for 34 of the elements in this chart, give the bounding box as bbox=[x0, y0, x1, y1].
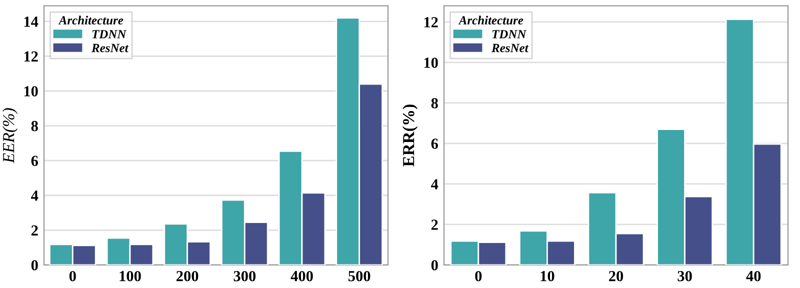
y-tick-label: 10 bbox=[24, 86, 38, 96]
x-tick-label: 0 bbox=[475, 270, 482, 282]
legend-label: TDNN bbox=[92, 30, 127, 38]
x-tick-label: 500 bbox=[348, 270, 370, 282]
y-tick-label: 12 bbox=[24, 51, 38, 62]
y-axis-title: EER(%) bbox=[2, 108, 18, 164]
y-tick-label: 12 bbox=[424, 17, 438, 28]
y-tick-label: 8 bbox=[31, 120, 38, 132]
legend-title: Architecture bbox=[458, 16, 524, 25]
x-tick-label: 300 bbox=[234, 270, 256, 282]
y-tick-label: 10 bbox=[424, 58, 438, 68]
x-tick-label: 30 bbox=[678, 270, 692, 282]
y-tick-label: 2 bbox=[31, 225, 38, 236]
y-tick-label: 6 bbox=[31, 156, 38, 166]
x-tick-label: 20 bbox=[609, 270, 624, 282]
legend-title: Architecture bbox=[58, 16, 124, 25]
y-tick-label: 0 bbox=[431, 260, 438, 270]
y-tick-label: 2 bbox=[431, 220, 438, 230]
x-tick-label: 200 bbox=[176, 270, 198, 282]
y-tick-label: 14 bbox=[24, 16, 38, 27]
y-tick-label: 8 bbox=[431, 98, 438, 108]
x-tick-label: 100 bbox=[120, 270, 141, 282]
legend-label: ResNet bbox=[491, 44, 529, 52]
x-tick-label: 0 bbox=[69, 270, 76, 282]
y-axis-title: ERR(%) bbox=[402, 104, 418, 167]
legend-label: TDNN bbox=[492, 30, 527, 38]
x-tick-label: 40 bbox=[746, 270, 761, 282]
legend-label: ResNet bbox=[91, 44, 129, 52]
y-tick-label: 4 bbox=[431, 179, 438, 190]
x-tick-label: 10 bbox=[540, 270, 554, 282]
y-tick-label: 0 bbox=[31, 260, 38, 270]
x-tick-label: 400 bbox=[290, 270, 313, 282]
y-tick-label: 4 bbox=[31, 190, 38, 201]
y-tick-label: 6 bbox=[431, 138, 438, 149]
